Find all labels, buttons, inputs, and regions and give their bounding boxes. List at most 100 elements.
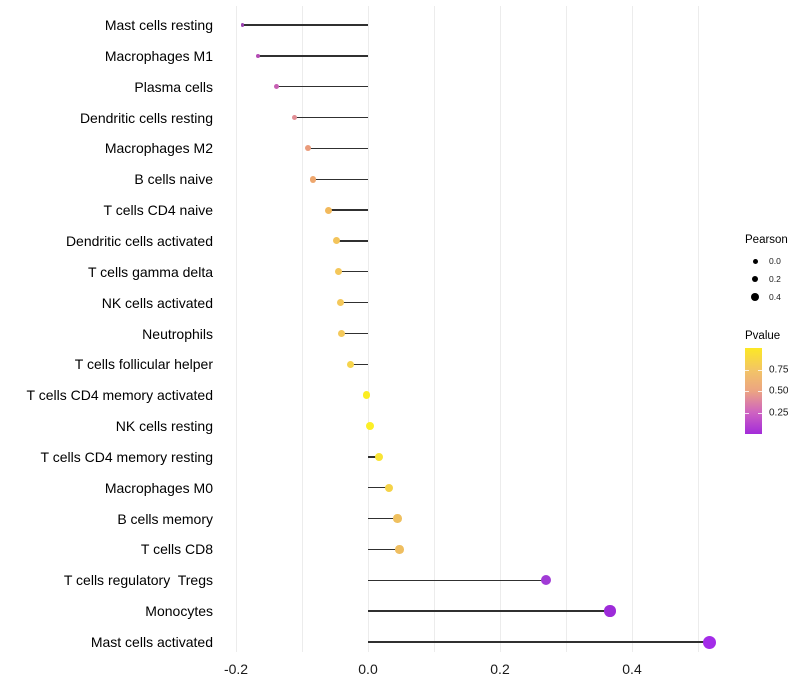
lollipop-dot [541, 575, 552, 586]
pearson-size-label: 0.2 [769, 274, 781, 284]
y-axis-label: T cells gamma delta [87, 263, 213, 280]
lollipop-dot [604, 605, 616, 617]
y-axis-label: T cells CD4 memory resting [40, 448, 213, 465]
y-axis-label: Mast cells activated [90, 634, 213, 650]
x-tick-label: 0.2 [490, 661, 510, 677]
y-axis-label: T cells regulatory Tregs [63, 572, 213, 589]
lollipop-dot [393, 514, 402, 523]
lollipop-dot [346, 360, 354, 368]
x-tick-label: 0.4 [622, 661, 642, 677]
pearson-size-dot [751, 275, 759, 283]
lollipop-dot [395, 545, 404, 554]
lollipop-dot [240, 23, 245, 27]
pvalue-colorbar-tick [745, 412, 749, 414]
lollipop-dot [336, 299, 344, 307]
pvalue-colorbar-gradient [745, 348, 762, 434]
lollipop-dot [365, 422, 374, 431]
lollipop-stem [294, 116, 368, 119]
y-axis-label: T cells CD4 memory activated [26, 387, 213, 404]
gridline-v [302, 6, 303, 652]
y-axis-label: T cells CD4 naive [103, 202, 213, 219]
lollipop-stem [307, 147, 368, 150]
lollipop-dot [304, 145, 311, 152]
pvalue-colorbar-wrap: 0.75 0.50 0.25 [745, 348, 800, 434]
lollipop-stem [341, 332, 368, 335]
legend: Pearson 0.0 0.2 0.4 Pvalue 0.75 0.50 0.25 [745, 234, 800, 434]
x-tick-label: -0.2 [223, 661, 249, 677]
gridline-v [632, 6, 633, 652]
lollipop-dot [309, 176, 317, 183]
gridline-v [236, 6, 237, 652]
lollipop-stem [368, 456, 380, 458]
lollipop-dot [333, 237, 341, 245]
lollipop-stem [257, 55, 368, 57]
y-axis-label: Neutrophils [142, 325, 213, 342]
gridline-v [566, 6, 567, 652]
lollipop-stem [313, 178, 368, 180]
pearson-size-label: 0.0 [769, 256, 781, 266]
lollipop-stem [276, 86, 368, 88]
pearson-size-label: 0.4 [769, 292, 781, 302]
lollipop-dot [335, 268, 343, 276]
pearson-size-dot [752, 258, 758, 264]
x-tick-label: 0.0 [358, 661, 378, 677]
lollipop-dot [338, 329, 346, 338]
gridline-v [698, 6, 699, 652]
legend-pearson: Pearson 0.0 0.2 0.4 [745, 234, 800, 306]
lollipop-dot [291, 114, 298, 121]
lollipop-stem [368, 641, 710, 643]
pvalue-colorbar-tick [745, 391, 749, 393]
gridline-v [434, 6, 435, 652]
y-axis-label: Mast cells resting [104, 17, 213, 33]
y-axis-label: B cells naive [134, 171, 213, 188]
legend-pvalue: Pvalue 0.75 0.50 0.25 [745, 330, 800, 434]
pvalue-colorbar-tick [758, 391, 762, 393]
pvalue-legend-title: Pvalue [745, 330, 781, 342]
lollipop-dot [362, 391, 371, 399]
pvalue-colorbar-label: 0.50 [769, 385, 789, 397]
lollipop-stem [328, 209, 368, 211]
pearson-size-dot-cell [745, 258, 765, 264]
pearson-size-dot-cell [745, 275, 765, 283]
lollipop-dot [375, 452, 384, 461]
pearson-size-item: 0.4 [745, 288, 800, 306]
y-axis-label: Macrophages M2 [104, 140, 213, 157]
lollipop-stem [338, 271, 368, 273]
lollipop-stem [242, 24, 368, 26]
y-axis-label: Dendritic cells resting [79, 109, 213, 126]
gridline-v [500, 6, 501, 652]
lollipop-stem [368, 548, 400, 551]
pearson-size-item: 0.0 [745, 252, 800, 270]
pvalue-colorbar-tick [745, 370, 749, 372]
y-axis-label: Macrophages M0 [104, 479, 213, 496]
lollipop-stem [350, 363, 368, 366]
gridline-v [368, 6, 369, 652]
pearson-legend-title: Pearson [745, 234, 788, 246]
pearson-size-item: 0.2 [745, 270, 800, 288]
y-axis-label: B cells memory [117, 510, 213, 527]
lollipop-stem [340, 301, 368, 304]
y-axis-label: NK cells resting [115, 418, 213, 435]
lollipop-stem [368, 517, 398, 520]
pearson-size-dot [751, 293, 759, 301]
pearson-size-dot-cell [745, 293, 765, 301]
y-axis-label: NK cells activated [101, 294, 213, 311]
lollipop-stem [368, 610, 611, 612]
pvalue-colorbar-label: 0.75 [769, 364, 789, 376]
y-axis-label: T cells CD8 [140, 541, 213, 558]
pvalue-colorbar-tick [758, 412, 762, 414]
pvalue-colorbar-label: 0.25 [769, 407, 789, 418]
lollipop-dot [324, 206, 332, 214]
pvalue-colorbar-tick [758, 370, 762, 372]
lollipop-dot [702, 635, 716, 649]
lollipop-dot [273, 84, 279, 90]
y-axis-label: Dendritic cells activated [65, 232, 213, 249]
y-axis-label: T cells follicular helper [74, 356, 213, 373]
lollipop-stem [368, 579, 547, 581]
y-axis-label: Monocytes [145, 603, 213, 620]
lollipop-dot [255, 53, 261, 59]
lollipop-stem [368, 487, 390, 489]
pearson-size-items: 0.0 0.2 0.4 [745, 252, 800, 306]
lollipop-dot [384, 483, 394, 492]
